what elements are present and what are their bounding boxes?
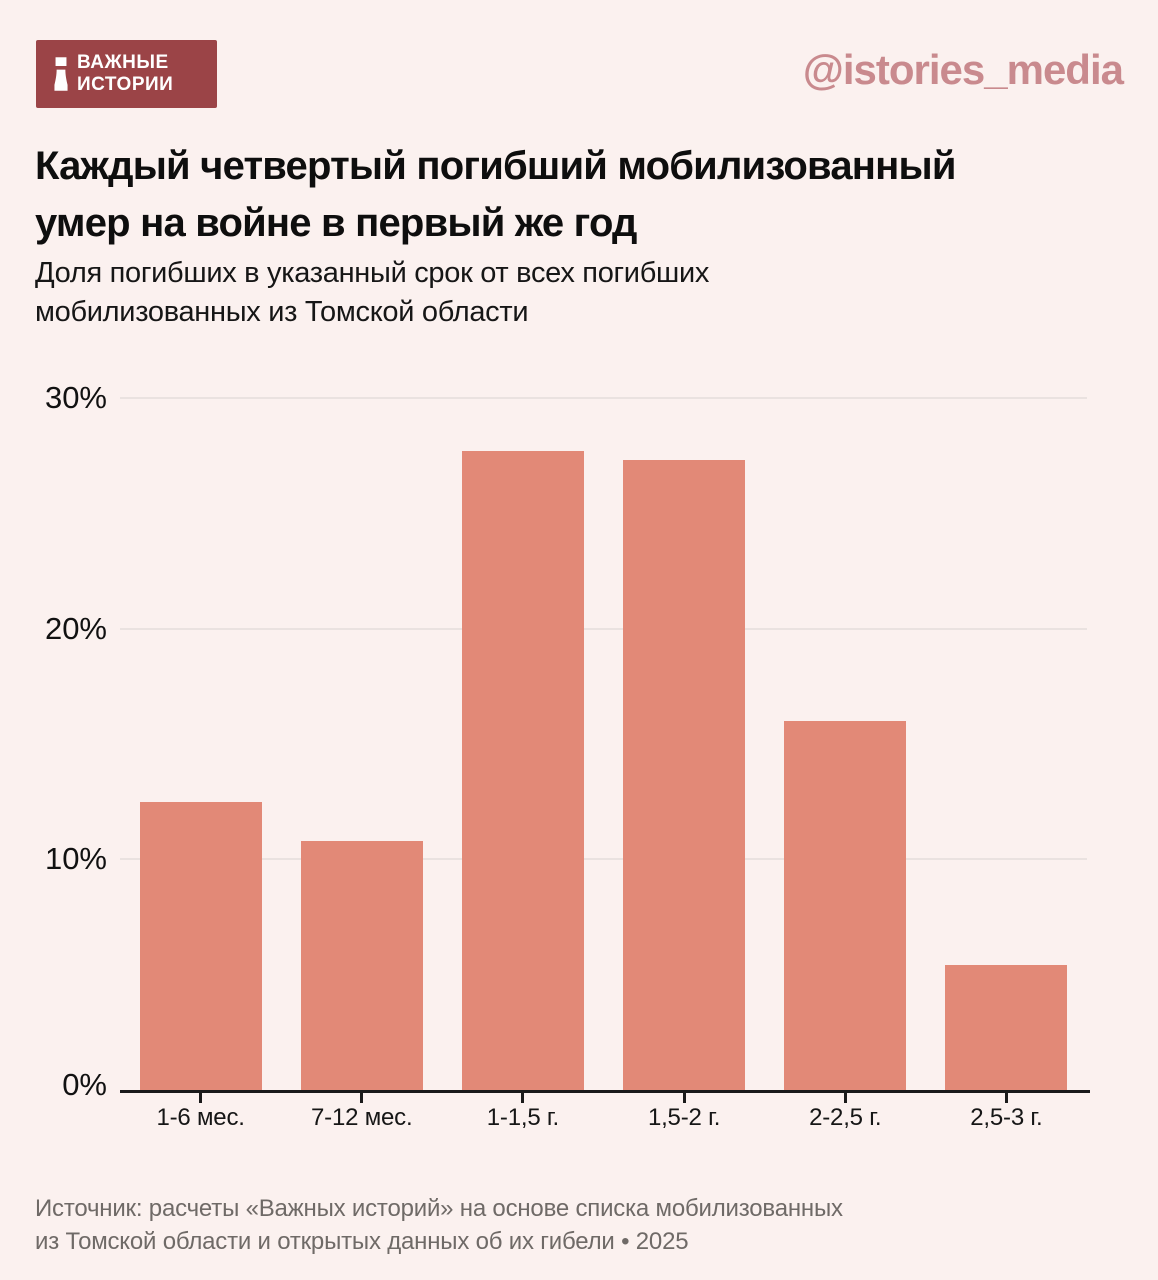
chart-subtitle: Доля погибших в указанный срок от всех п… bbox=[35, 254, 1035, 332]
chart-title: Каждый четвертый погибший мобилизованный… bbox=[35, 138, 1135, 252]
bar-2-2,5 г. bbox=[784, 720, 907, 1090]
x-tick-label-1,5-2 г.: 1,5-2 г. bbox=[647, 1104, 721, 1131]
x-tick-7-12 мес. bbox=[360, 1093, 364, 1103]
bar-1-1,5 г. bbox=[461, 451, 584, 1090]
gridline-20% bbox=[120, 627, 1087, 630]
gridline-10% bbox=[120, 858, 1087, 861]
logo-line-2: ИСТОРИИ bbox=[77, 74, 174, 95]
bar-2,5-3 г. bbox=[945, 965, 1068, 1090]
chart-subtitle-line-2: мобилизованных из Томской области bbox=[35, 296, 529, 328]
x-tick-label-2,5-3 г.: 2,5-3 г. bbox=[970, 1104, 1043, 1131]
logo-wordmark: ВАЖНЫЕ ИСТОРИИ bbox=[77, 52, 173, 96]
y-tick-label-20%: 20% bbox=[44, 610, 107, 646]
y-tick-label-0%: 0% bbox=[62, 1067, 107, 1102]
chart-subtitle-line-1: Доля погибших в указанный срок от всех п… bbox=[35, 257, 710, 289]
source-line-1: Источник: расчеты «Важных историй» на ос… bbox=[35, 1195, 843, 1222]
chart-title-line-1: Каждый четвертый погибший мобилизованный bbox=[35, 144, 956, 188]
x-tick-label-7-12 мес.: 7-12 мес. bbox=[311, 1104, 413, 1131]
x-tick-label-1-6 мес.: 1-6 мес. bbox=[156, 1104, 245, 1131]
gridline-30% bbox=[120, 397, 1087, 399]
social-handle: @istories_media bbox=[802, 46, 1124, 93]
x-tick-1-6 мес. bbox=[199, 1093, 203, 1103]
x-tick-1,5-2 г. bbox=[682, 1093, 686, 1103]
y-tick-label-30%: 30% bbox=[44, 380, 107, 415]
bar-7-12 мес. bbox=[300, 840, 423, 1090]
chart-title-line-2: умер на войне в первый же год bbox=[35, 201, 637, 245]
x-tick-1-1,5 г. bbox=[521, 1093, 525, 1103]
y-tick-label-10%: 10% bbox=[44, 841, 107, 877]
x-axis-line bbox=[120, 1090, 1090, 1093]
x-tick-label-1-1,5 г.: 1-1,5 г. bbox=[486, 1104, 560, 1131]
logo-line-1: ВАЖНЫЕ bbox=[77, 52, 169, 73]
x-tick-label-2-2,5 г.: 2-2,5 г. bbox=[809, 1104, 882, 1131]
source-line-2: из Томской области и открытых данных об … bbox=[35, 1228, 689, 1255]
x-tick-2-2,5 г. bbox=[843, 1093, 847, 1103]
bar-1,5-2 г. bbox=[623, 460, 746, 1090]
istories-logo: ВАЖНЫЕ ИСТОРИИ bbox=[36, 40, 217, 108]
source-note: Источник: расчеты «Важных историй» на ос… bbox=[35, 1192, 1035, 1258]
x-tick-2,5-3 г. bbox=[1004, 1093, 1008, 1103]
istories-i-icon bbox=[54, 57, 68, 91]
bar-1-6 мес. bbox=[139, 801, 262, 1090]
